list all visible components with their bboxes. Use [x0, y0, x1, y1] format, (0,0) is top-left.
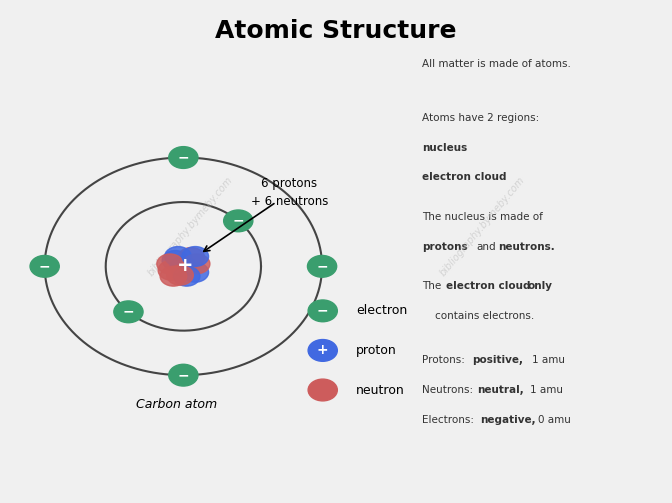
- Circle shape: [114, 301, 143, 323]
- Circle shape: [183, 254, 210, 274]
- Circle shape: [165, 246, 192, 267]
- Text: Neutrons:: Neutrons:: [422, 385, 473, 395]
- Circle shape: [167, 266, 194, 285]
- Text: −: −: [317, 304, 329, 318]
- Text: Atoms have 2 regions:: Atoms have 2 regions:: [422, 113, 540, 123]
- Text: neutron: neutron: [356, 383, 405, 396]
- Text: positive,: positive,: [472, 355, 523, 365]
- Text: +: +: [177, 256, 193, 275]
- Text: −: −: [39, 260, 50, 273]
- Text: +: +: [317, 344, 329, 358]
- Text: Atomic Structure: Atomic Structure: [215, 19, 457, 43]
- Text: 1 amu: 1 amu: [530, 385, 563, 395]
- Circle shape: [157, 254, 183, 274]
- Circle shape: [182, 263, 208, 282]
- Text: electron: electron: [356, 304, 407, 317]
- Circle shape: [160, 267, 187, 286]
- Circle shape: [182, 246, 208, 267]
- Text: 6 protons
+ 6 neutrons: 6 protons + 6 neutrons: [251, 177, 328, 208]
- Circle shape: [170, 257, 197, 276]
- Text: neutrons.: neutrons.: [498, 241, 554, 252]
- Text: All matter is made of atoms.: All matter is made of atoms.: [422, 58, 571, 68]
- Text: bibliography.bymeby.com: bibliography.bymeby.com: [437, 175, 526, 278]
- Text: −: −: [177, 368, 190, 382]
- Circle shape: [169, 364, 198, 386]
- Text: −: −: [122, 305, 134, 319]
- Text: Protons:: Protons:: [422, 355, 465, 365]
- Text: electron cloud: electron cloud: [422, 173, 507, 182]
- Circle shape: [224, 210, 253, 232]
- Circle shape: [308, 300, 337, 322]
- Text: 1 amu: 1 amu: [532, 355, 564, 365]
- Text: −: −: [233, 214, 244, 228]
- Text: Electrons:: Electrons:: [422, 414, 474, 425]
- Circle shape: [162, 250, 189, 270]
- Text: protons: protons: [422, 241, 468, 252]
- Text: The nucleus is made of: The nucleus is made of: [422, 212, 543, 222]
- Circle shape: [173, 267, 200, 286]
- Text: −: −: [317, 260, 328, 273]
- Circle shape: [30, 256, 59, 277]
- Text: electron cloud: electron cloud: [446, 281, 530, 291]
- Circle shape: [308, 340, 337, 361]
- Circle shape: [308, 256, 337, 277]
- Text: proton: proton: [356, 344, 396, 357]
- Circle shape: [178, 247, 204, 267]
- Text: bibliography.bymeby.com: bibliography.bymeby.com: [146, 175, 235, 278]
- Text: negative,: negative,: [480, 414, 536, 425]
- Text: neutral,: neutral,: [476, 385, 523, 395]
- Circle shape: [308, 379, 337, 401]
- Text: only: only: [528, 281, 553, 291]
- Circle shape: [158, 261, 185, 280]
- Text: 0 amu: 0 amu: [538, 414, 571, 425]
- Text: Carbon atom: Carbon atom: [136, 398, 217, 411]
- Circle shape: [169, 147, 198, 169]
- Text: nucleus: nucleus: [422, 143, 468, 152]
- Text: and: and: [476, 241, 497, 252]
- Text: The: The: [422, 281, 442, 291]
- Text: −: −: [177, 150, 190, 164]
- Text: contains electrons.: contains electrons.: [422, 311, 534, 321]
